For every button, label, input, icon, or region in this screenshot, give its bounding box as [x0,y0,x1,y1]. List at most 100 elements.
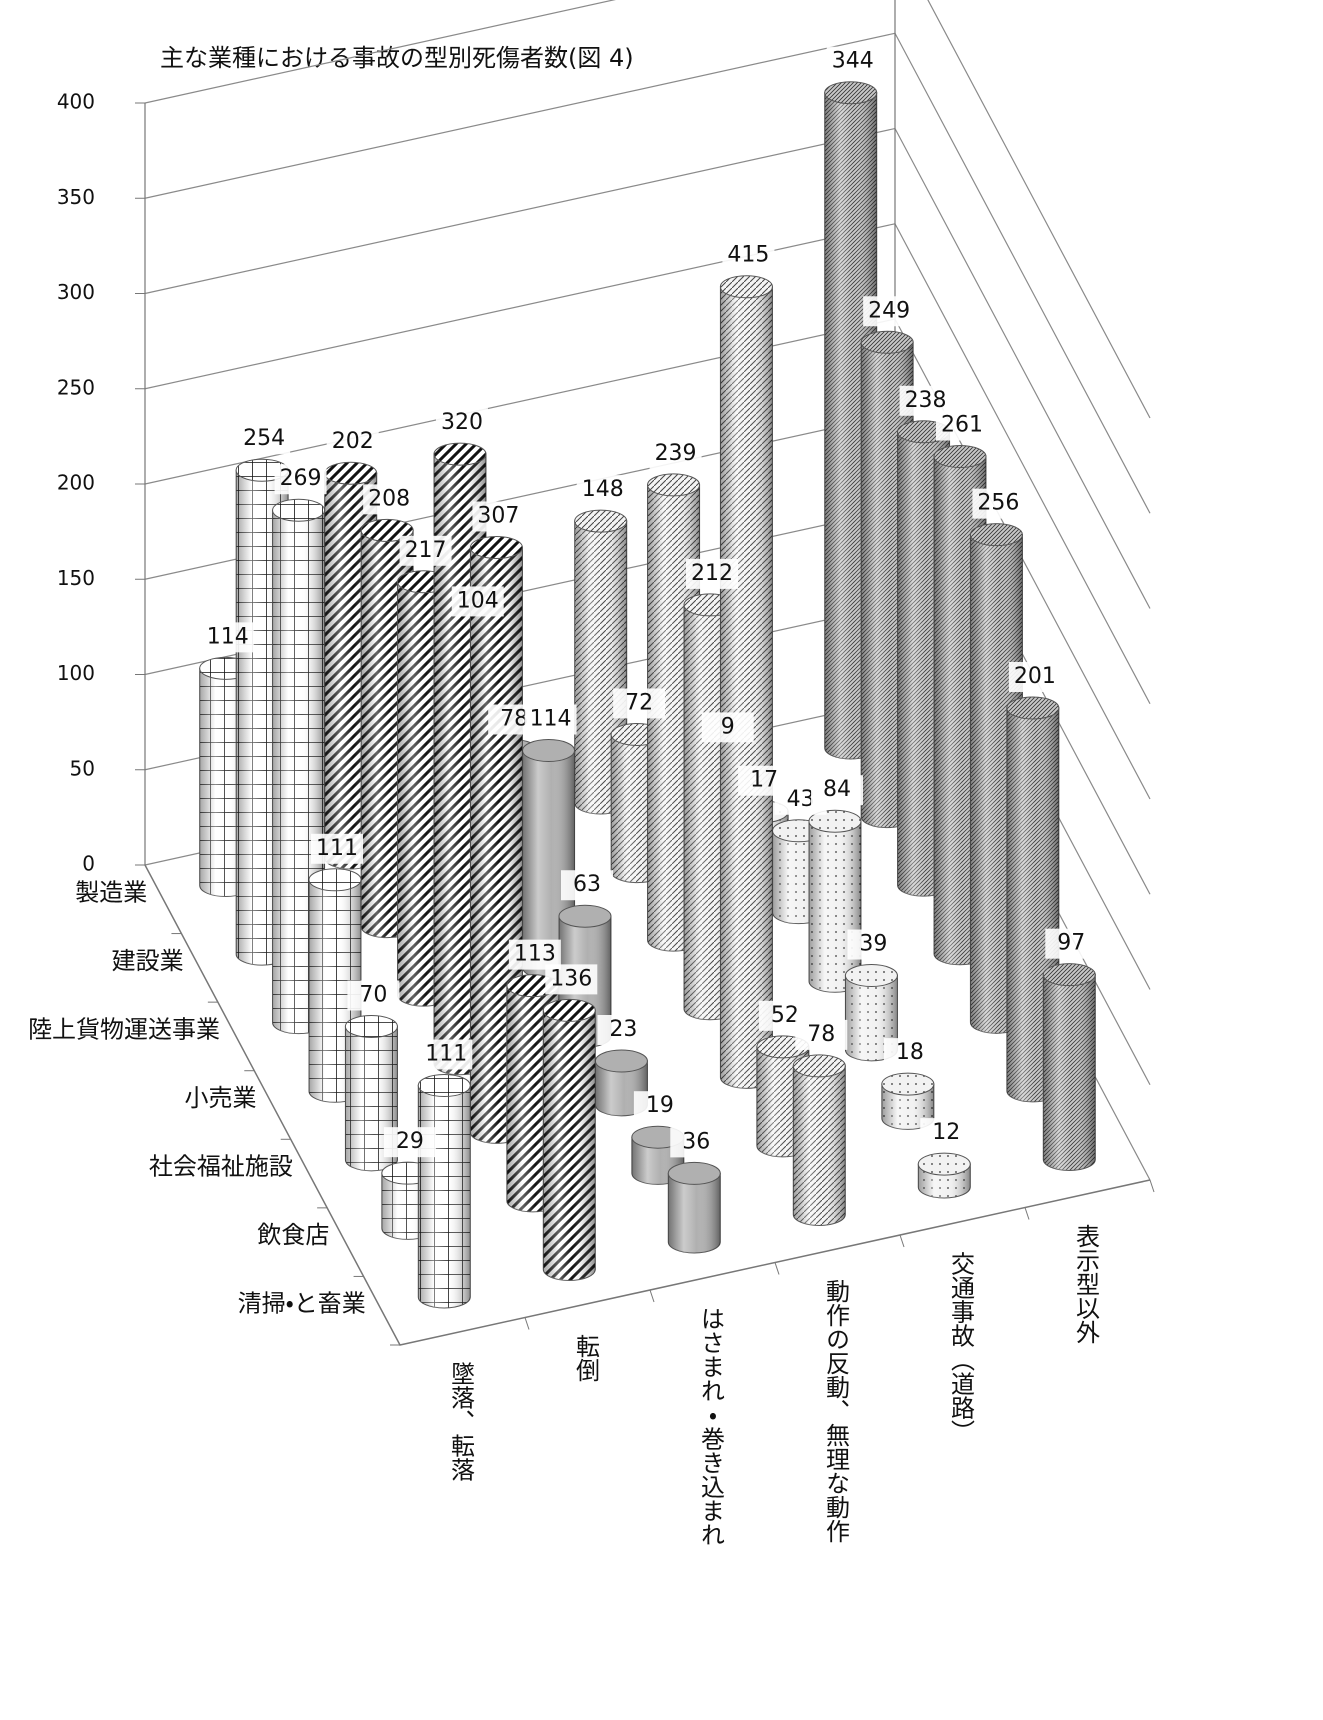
category-label: 陸上貨物運送事業 [28,1015,220,1043]
y-tick-label: 0 [82,852,95,876]
series-label: 墜落、転落 [447,1361,475,1481]
value-label: 84 [811,775,863,806]
label-box [274,464,327,495]
cylinder-top [808,809,862,833]
value-label-text: 202 [332,429,374,454]
value-label: 104 [451,586,504,617]
value-label-text: 344 [832,49,874,74]
value-label: 239 [649,438,702,469]
value-label-text: 208 [368,486,410,511]
value-label: 72 [613,688,666,719]
value-label: 29 [383,1127,436,1158]
cylinder-top [844,964,898,988]
cylinder-top [917,1152,971,1176]
tick-mark [524,1317,530,1330]
cylinder-top [272,498,326,522]
value-label-text: 136 [550,966,592,991]
value-label: 202 [326,427,379,458]
label-box [1045,928,1098,959]
cylinder-top [574,509,628,533]
value-label: 12 [920,1118,973,1149]
value-label: 249 [863,296,916,327]
value-label-text: 239 [655,441,697,466]
cylinder-shade [543,1010,596,1281]
label-box [863,296,916,327]
category-label: 製造業 [75,878,147,906]
value-label-text: 111 [425,1042,467,1067]
series-label: 動作の反動、無理な動作 [822,1279,850,1543]
value-label-text: 52 [771,1003,799,1028]
y-tick-label: 200 [57,471,95,495]
label-box [561,870,613,901]
label-box [686,558,738,589]
value-label-text: 23 [609,1017,637,1042]
cylinder-top [558,904,612,928]
series-label: 表示型以外 [1072,1224,1100,1344]
cylinder-top [542,998,596,1022]
label-box [649,438,702,469]
chart-title: 主な業種における事故の型別死傷者数(図 4) [160,44,634,72]
value-label: 217 [399,535,452,566]
value-label-text: 256 [977,491,1019,516]
value-label-text: 12 [932,1120,960,1145]
walls: 0 50 100 150 200 250 300 350 400 製造業建設業陸上貨物運送事業小売… [28,0,1155,1546]
value-label-text: 19 [646,1093,674,1118]
value-label-text: 63 [573,872,601,897]
value-label-text: 238 [905,388,947,413]
value-labels: 114 254 269 111 70 29 111 202 208 217 320 307 113136… [201,46,1098,1158]
value-label-text: 43 [787,787,815,812]
cylinder-shade [668,1173,721,1253]
cylinder-top [860,330,914,354]
category-label: 社会福祉施設 [149,1153,293,1181]
category-label: 建設業 [112,947,184,975]
cylinder-shade [809,821,861,993]
cylinder-shade [793,1065,846,1226]
value-label: 111 [420,1039,473,1070]
label-box [670,1127,723,1158]
label-box [613,688,666,719]
value-label: 201 [1008,661,1061,692]
series-label: はさまれ・巻き込まれ [697,1306,725,1546]
label-box [383,1127,436,1158]
value-label-text: 217 [405,538,447,563]
value-label: 63 [561,870,613,901]
cylinder-top [824,81,878,105]
label-box [347,980,400,1011]
value-label: 344 [826,46,879,77]
cylinder-top [344,1014,398,1038]
value-label: 70 [347,980,400,1011]
value-label-text: 17 [750,768,778,793]
category-label: 飲食店 [257,1221,329,1249]
label-box [399,535,452,566]
value-label: 307 [472,501,525,532]
label-box [238,424,291,455]
label-box [847,929,900,960]
grid-line [144,0,1151,419]
series-label: 交通事故（道路） [947,1251,975,1443]
value-label-text: 78 [500,707,528,732]
tick-mark [1024,1207,1030,1220]
value-label: 148 [576,475,629,506]
value-label: 114 [524,704,577,735]
value-label-text: 70 [359,982,387,1007]
value-label: 261 [936,410,988,441]
cylinder-top [792,1054,846,1078]
label-box [633,1091,686,1122]
series-label: 転倒 [572,1334,600,1382]
label-box [795,1019,848,1050]
value-label-text: 29 [396,1129,424,1154]
label-box [576,475,629,506]
cylinder-top [417,1074,471,1098]
cylinder-shade [881,1084,934,1130]
cylinder-top [933,445,987,469]
cylinder-top [469,535,523,559]
value-label: 320 [436,408,488,439]
tick-mark [1149,1179,1155,1193]
value-label-text: 111 [316,836,358,861]
value-label: 212 [686,558,738,589]
value-label: 9 [701,712,754,743]
value-label-text: 269 [280,466,322,491]
value-label-text: 72 [625,690,653,715]
label-box [311,833,363,864]
